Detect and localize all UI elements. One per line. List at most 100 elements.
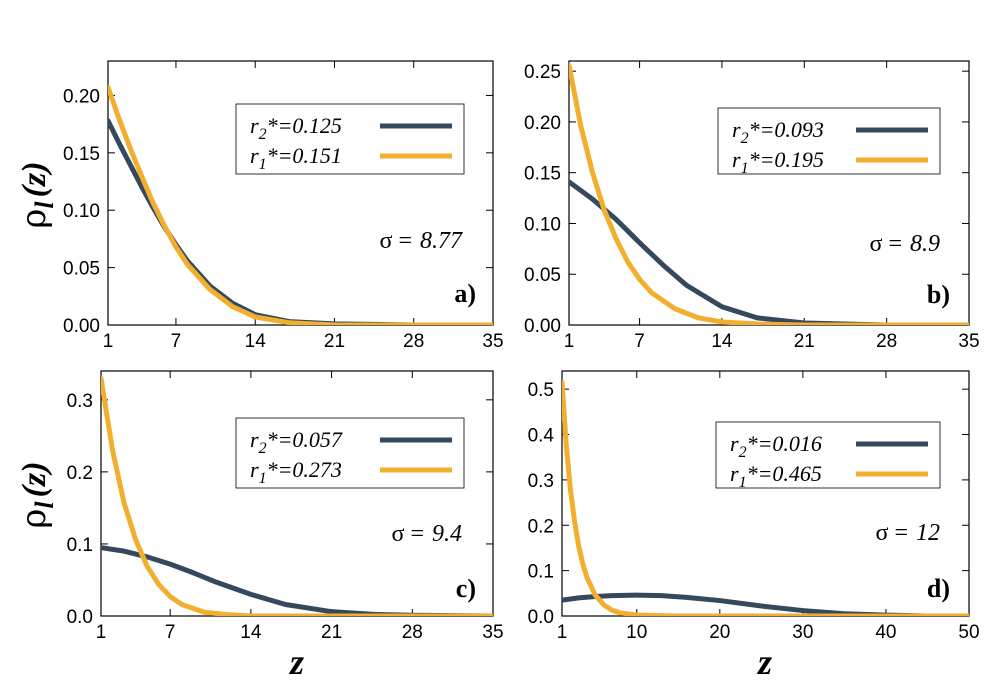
sigma-value: 12 [916,520,940,546]
y-tick-label: 0.10 [524,214,561,235]
panel-d: 1 10 20 30 40 500.00.10.20.30.40.5r2*=0.016r1… [528,370,980,643]
y-tick-label: 0.1 [67,535,93,556]
x-tick-label: 40 [875,622,896,643]
plot-frame [107,60,494,326]
plot-frame [100,370,494,617]
x-tick-label: 50 [958,622,979,643]
x-tick-label: 14 [711,331,733,352]
legend-sub: 2 [741,130,749,147]
x-tick-label: 1 [557,622,568,643]
legend-sub: 1 [259,470,267,487]
y-tick-label: 0.0 [67,607,93,628]
legend-box [235,417,465,489]
panel-label: d) [927,574,950,603]
legend-rest: *=0.195 [749,147,824,172]
legend-base: r [732,117,741,142]
panel-label: b) [927,280,950,309]
y-tick-label: 0.0 [528,607,554,628]
legend-sub: 2 [259,126,267,143]
series-line-r1 [101,375,493,616]
y-tick-label: 0.3 [67,391,93,412]
y-axis-sub: l [30,501,59,509]
y-tick-label: 0.00 [63,316,100,337]
x-tick-label: 35 [482,331,503,352]
y-tick-label: 0.15 [63,144,100,165]
y-tick-label: 0.25 [524,62,561,83]
y-tick-label: 0.3 [528,471,554,492]
legend-base: r [250,143,259,168]
panel-label: c) [456,574,476,603]
legend-sub: 1 [739,474,747,491]
sigma-symbol: σ = [876,520,908,546]
x-tick-label: 1 [564,331,575,352]
legend-label: r2*=0.093 [732,117,824,147]
legend-box [717,107,941,175]
y-tick-label: 0.4 [528,426,555,447]
x-tick-label: 28 [402,622,423,643]
x-tick-label: 21 [794,331,815,352]
x-tick-label: 14 [245,331,267,352]
y-axis-rho: ρ [14,509,54,529]
x-tick-label: 30 [792,622,813,643]
legend-box [235,103,465,175]
x-tick-label: 35 [958,331,979,352]
y-axis-arg: (z) [16,461,53,497]
legend-rest: *=0.057 [267,427,343,452]
legend-rest: *=0.125 [267,113,342,138]
sigma-annotation: σ = 8.9 [870,231,940,257]
legend-rest: *=0.093 [749,117,824,142]
y-axis-sub: l [30,201,59,209]
sigma-annotation: σ = 12 [876,520,940,546]
y-tick-label: 0.20 [524,113,561,134]
x-tick-label: 1 [103,331,114,352]
x-tick-label: 7 [634,331,645,352]
series-line-r1 [569,62,969,325]
y-tick-label: 0.10 [63,201,100,222]
legend-rest: *=0.273 [267,457,342,482]
y-tick-label: 0.2 [67,463,93,484]
y-axis-title: ρl (z) [14,161,59,228]
sigma-symbol: σ = [380,228,412,254]
legend-label: r1*=0.465 [730,461,822,491]
x-tick-label: 35 [482,622,503,643]
legend-sub: 2 [739,444,747,461]
series-line-r2 [569,179,969,325]
x-tick-label: 7 [165,622,176,643]
y-tick-label: 0.2 [528,516,554,537]
legend-base: r [250,427,259,452]
sigma-value: 9.4 [432,521,462,547]
legend-label: r2*=0.125 [250,113,342,143]
legend-label: r1*=0.273 [250,457,342,487]
y-axis-rho: ρ [14,209,54,229]
x-axis-title: z [288,642,304,682]
y-tick-label: 0.05 [63,259,100,280]
sigma-value: 8.77 [420,228,463,254]
y-tick-label: 0.00 [524,316,561,337]
sigma-symbol: σ = [870,231,902,257]
legend-box [715,421,941,489]
y-tick-label: 0.1 [528,562,554,583]
x-tick-label: 1 [96,622,107,643]
x-tick-label: 28 [403,331,424,352]
y-axis-arg: (z) [16,161,53,197]
legend-base: r [250,113,259,138]
panel-b: 1 7 14 21 28 350.000.050.100.150.200.25r2*=0.… [524,60,980,352]
series-line-r1 [562,379,969,616]
y-tick-label: 0.05 [524,265,561,286]
x-tick-label: 20 [709,622,730,643]
x-tick-label: 7 [171,331,182,352]
legend-sub: 2 [259,440,267,457]
legend-sub: 1 [259,156,267,173]
sigma-value: 8.9 [910,231,940,257]
x-axis-title: z [756,642,772,682]
legend-base: r [730,431,739,456]
x-tick-label: 21 [321,622,342,643]
x-tick-label: 21 [324,331,345,352]
legend-base: r [250,457,259,482]
legend-sub: 1 [741,160,749,177]
y-axis-title: ρl (z) [14,461,59,528]
legend-label: r1*=0.195 [732,147,824,177]
legend-base: r [730,461,739,486]
